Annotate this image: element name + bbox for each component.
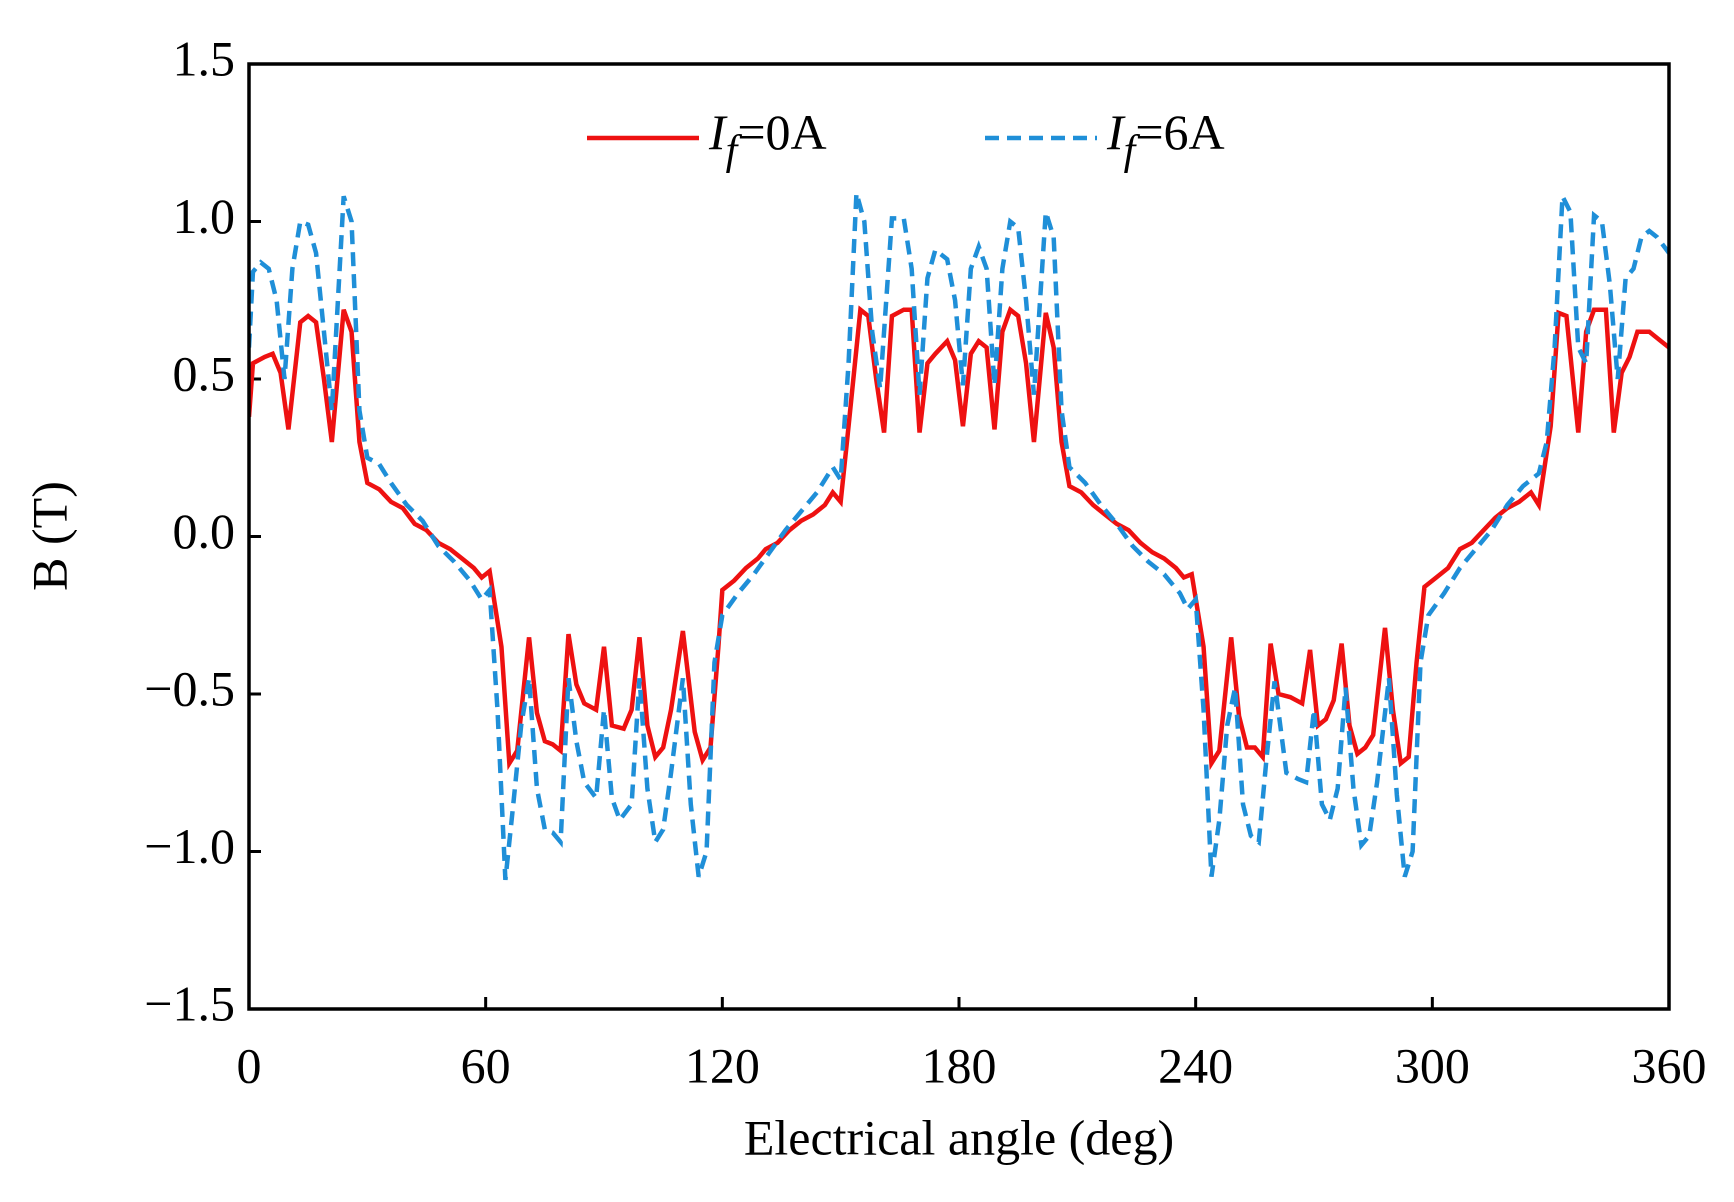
- y-tick-label: 1.5: [173, 30, 236, 86]
- legend-italic: I: [1106, 104, 1126, 160]
- x-axis-label: Electrical angle (deg): [744, 1109, 1174, 1165]
- y-tick-label: 1.0: [173, 188, 236, 244]
- legend-rest: =6A: [1135, 104, 1224, 160]
- plot-frame: [247, 62, 1671, 1011]
- x-tick-label: 180: [922, 1037, 997, 1093]
- x-tick-label: 360: [1632, 1037, 1707, 1093]
- y-tick-label: −1.0: [144, 818, 235, 874]
- y-tick-label: 0.0: [173, 503, 236, 559]
- x-tick-label: 0: [237, 1037, 262, 1093]
- y-axis-label: B (T): [21, 481, 77, 591]
- legend-label: If=6A: [1106, 104, 1225, 173]
- x-tick-label: 300: [1395, 1037, 1470, 1093]
- y-tick-label: −0.5: [144, 660, 235, 716]
- series-line: [249, 187, 1669, 881]
- legend-label: If=0A: [708, 104, 827, 173]
- legend-italic: I: [708, 104, 728, 160]
- x-tick-label: 240: [1158, 1037, 1233, 1093]
- x-tick-label: 120: [685, 1037, 760, 1093]
- y-tick-label: −1.5: [144, 975, 235, 1031]
- legend-rest: =0A: [737, 104, 826, 160]
- series-line: [249, 305, 1669, 771]
- y-tick-label: 0.5: [173, 345, 236, 401]
- x-tick-label: 60: [461, 1037, 511, 1093]
